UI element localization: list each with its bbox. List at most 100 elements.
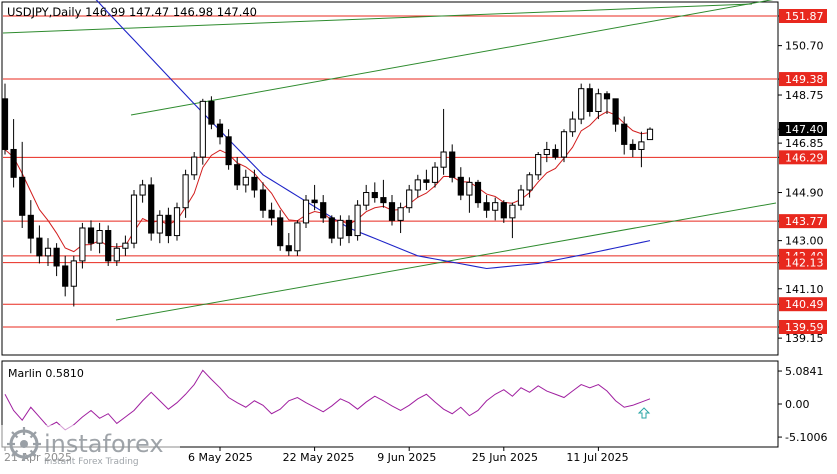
price-tick-label: 139.59 (785, 321, 824, 334)
indicator-line (4, 369, 651, 431)
candle-body (474, 181, 482, 204)
indicator-tick-label: 0.00 (785, 398, 810, 411)
price-tick: 150.70 (778, 40, 824, 53)
candle (242, 169, 249, 193)
candle-body (285, 245, 292, 252)
price-tick-label: 140.49 (785, 298, 824, 311)
channel-upper-line (2, 3, 753, 34)
price-tick-label: 143.00 (785, 235, 824, 248)
candle-body (397, 207, 404, 221)
price-tick: 141.10 (778, 283, 824, 296)
candle-body (294, 222, 301, 252)
time-tick-label: 22 May 2025 (283, 451, 355, 464)
candle-body (431, 166, 439, 183)
candle-body (380, 197, 387, 204)
candle-body (388, 202, 396, 221)
candle (535, 151, 542, 180)
candle (337, 215, 344, 246)
candle (595, 88, 602, 120)
candle-body (569, 118, 576, 133)
candle (191, 151, 198, 180)
candle-body (612, 98, 619, 125)
channel-middle-line (130, 0, 774, 116)
price-tick-label: 146.85 (785, 137, 824, 150)
candle (380, 179, 387, 208)
candle-body (27, 214, 34, 239)
candle (354, 200, 361, 241)
candle (36, 225, 43, 264)
candle-body (173, 207, 181, 237)
candle (646, 127, 654, 141)
candle-body (423, 179, 430, 183)
candle (612, 98, 619, 132)
candle (44, 238, 52, 266)
candle-body (552, 148, 559, 158)
price-tick: 146.29 (778, 150, 827, 165)
candle (113, 243, 120, 266)
candle (130, 189, 138, 249)
candle-body (1, 98, 9, 150)
candle (483, 195, 490, 218)
candle (388, 195, 396, 226)
time-tick-label: 6 May 2025 (188, 451, 253, 464)
watermark-brand: instaforex (44, 430, 164, 458)
time-tick-label: 25 Jun 2025 (472, 451, 538, 464)
price-tick-label: 144.90 (785, 187, 824, 200)
candle (397, 202, 404, 234)
candle (216, 119, 224, 145)
candle (586, 83, 593, 117)
level-price-box (779, 72, 827, 87)
level-price-box (779, 255, 827, 270)
indicator-tick-label: -5.1006 (785, 431, 827, 444)
price-tick-label: 142.13 (785, 257, 824, 270)
level-price-box (779, 214, 827, 229)
candle-body (363, 192, 370, 206)
instaforex-logo-icon (7, 427, 41, 461)
candle-body (251, 176, 258, 191)
candle-body (517, 189, 525, 206)
candle-body (483, 202, 490, 211)
price-tick: 143.77 (778, 214, 827, 229)
candle (173, 202, 181, 241)
candle (621, 116, 628, 155)
candle-body (268, 209, 275, 219)
candle-body (345, 219, 353, 237)
candle (139, 179, 146, 203)
candle-body (105, 230, 112, 262)
candle-body (595, 93, 602, 112)
candle-body (225, 136, 232, 166)
candle (466, 177, 473, 213)
candle (328, 215, 335, 244)
moving-averages (4, 0, 651, 270)
candle-body (302, 199, 310, 224)
price-tick: 149.38 (778, 72, 827, 87)
price-tick: 146.85 (778, 137, 824, 150)
candle (500, 200, 507, 223)
candle (165, 207, 172, 244)
candle (320, 195, 327, 223)
candle-body (259, 189, 267, 211)
price-tick: 144.90 (778, 187, 824, 200)
level-price-box (779, 150, 827, 165)
candlesticks (1, 83, 654, 307)
candle (492, 197, 499, 221)
candle (87, 220, 95, 251)
price-tick-label: 151.87 (785, 10, 824, 23)
candle (543, 141, 550, 163)
candle-body (62, 265, 69, 287)
candle-body (165, 214, 172, 237)
candle-body (354, 204, 361, 237)
candle (440, 108, 447, 175)
candle (182, 169, 189, 218)
candle-body (87, 227, 95, 244)
candle-body (44, 247, 52, 257)
candle (122, 235, 129, 256)
candle (449, 144, 456, 183)
candle (79, 222, 86, 269)
price-tick-label: 141.10 (785, 283, 824, 296)
candle (517, 184, 525, 211)
candle-body (70, 260, 77, 287)
moving-average-slow (95, 0, 651, 270)
